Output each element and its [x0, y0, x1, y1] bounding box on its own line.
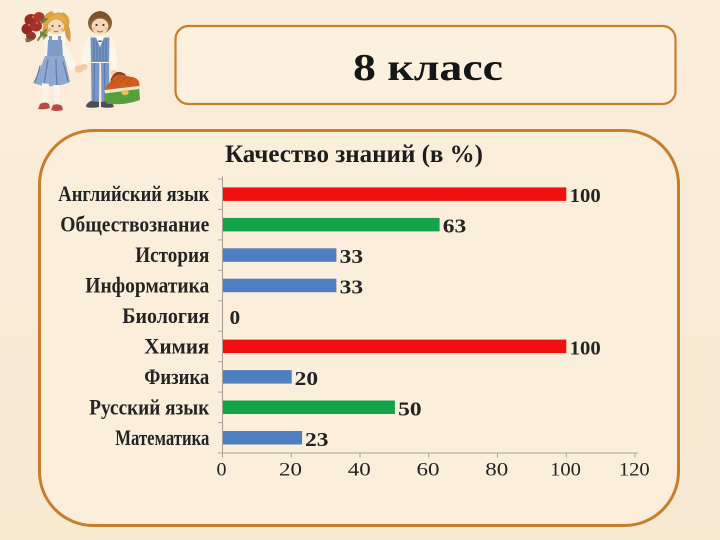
svg-text:100: 100 [570, 337, 601, 359]
svg-text:20: 20 [295, 368, 319, 390]
svg-text:120: 120 [619, 460, 650, 481]
svg-text:40: 40 [348, 460, 371, 481]
svg-text:33: 33 [340, 246, 364, 268]
svg-text:33: 33 [340, 277, 364, 299]
svg-text:Обществознание: Обществознание [60, 212, 209, 237]
svg-text:Английский язык: Английский язык [58, 181, 209, 206]
svg-text:100: 100 [570, 185, 601, 207]
svg-text:8 класс: 8 класс [353, 47, 503, 89]
svg-text:23: 23 [305, 429, 329, 451]
svg-text:Информатика: Информатика [85, 273, 209, 298]
svg-text:63: 63 [443, 216, 467, 238]
svg-text:20: 20 [279, 460, 302, 481]
svg-text:60: 60 [417, 460, 440, 481]
svg-text:Русский язык: Русский язык [89, 394, 209, 419]
svg-text:100: 100 [550, 460, 581, 481]
svg-text:80: 80 [485, 460, 508, 481]
svg-text:50: 50 [398, 398, 422, 420]
svg-text:История: История [135, 242, 209, 267]
svg-text:Математика: Математика [115, 425, 209, 450]
svg-text:0: 0 [217, 460, 227, 481]
svg-text:Биология: Биология [122, 303, 209, 328]
svg-text:Химия: Химия [144, 333, 209, 358]
svg-text:Качество знаний (в %): Качество знаний (в %) [225, 141, 483, 168]
svg-text:Физика: Физика [144, 364, 209, 389]
svg-text:0: 0 [230, 307, 241, 329]
